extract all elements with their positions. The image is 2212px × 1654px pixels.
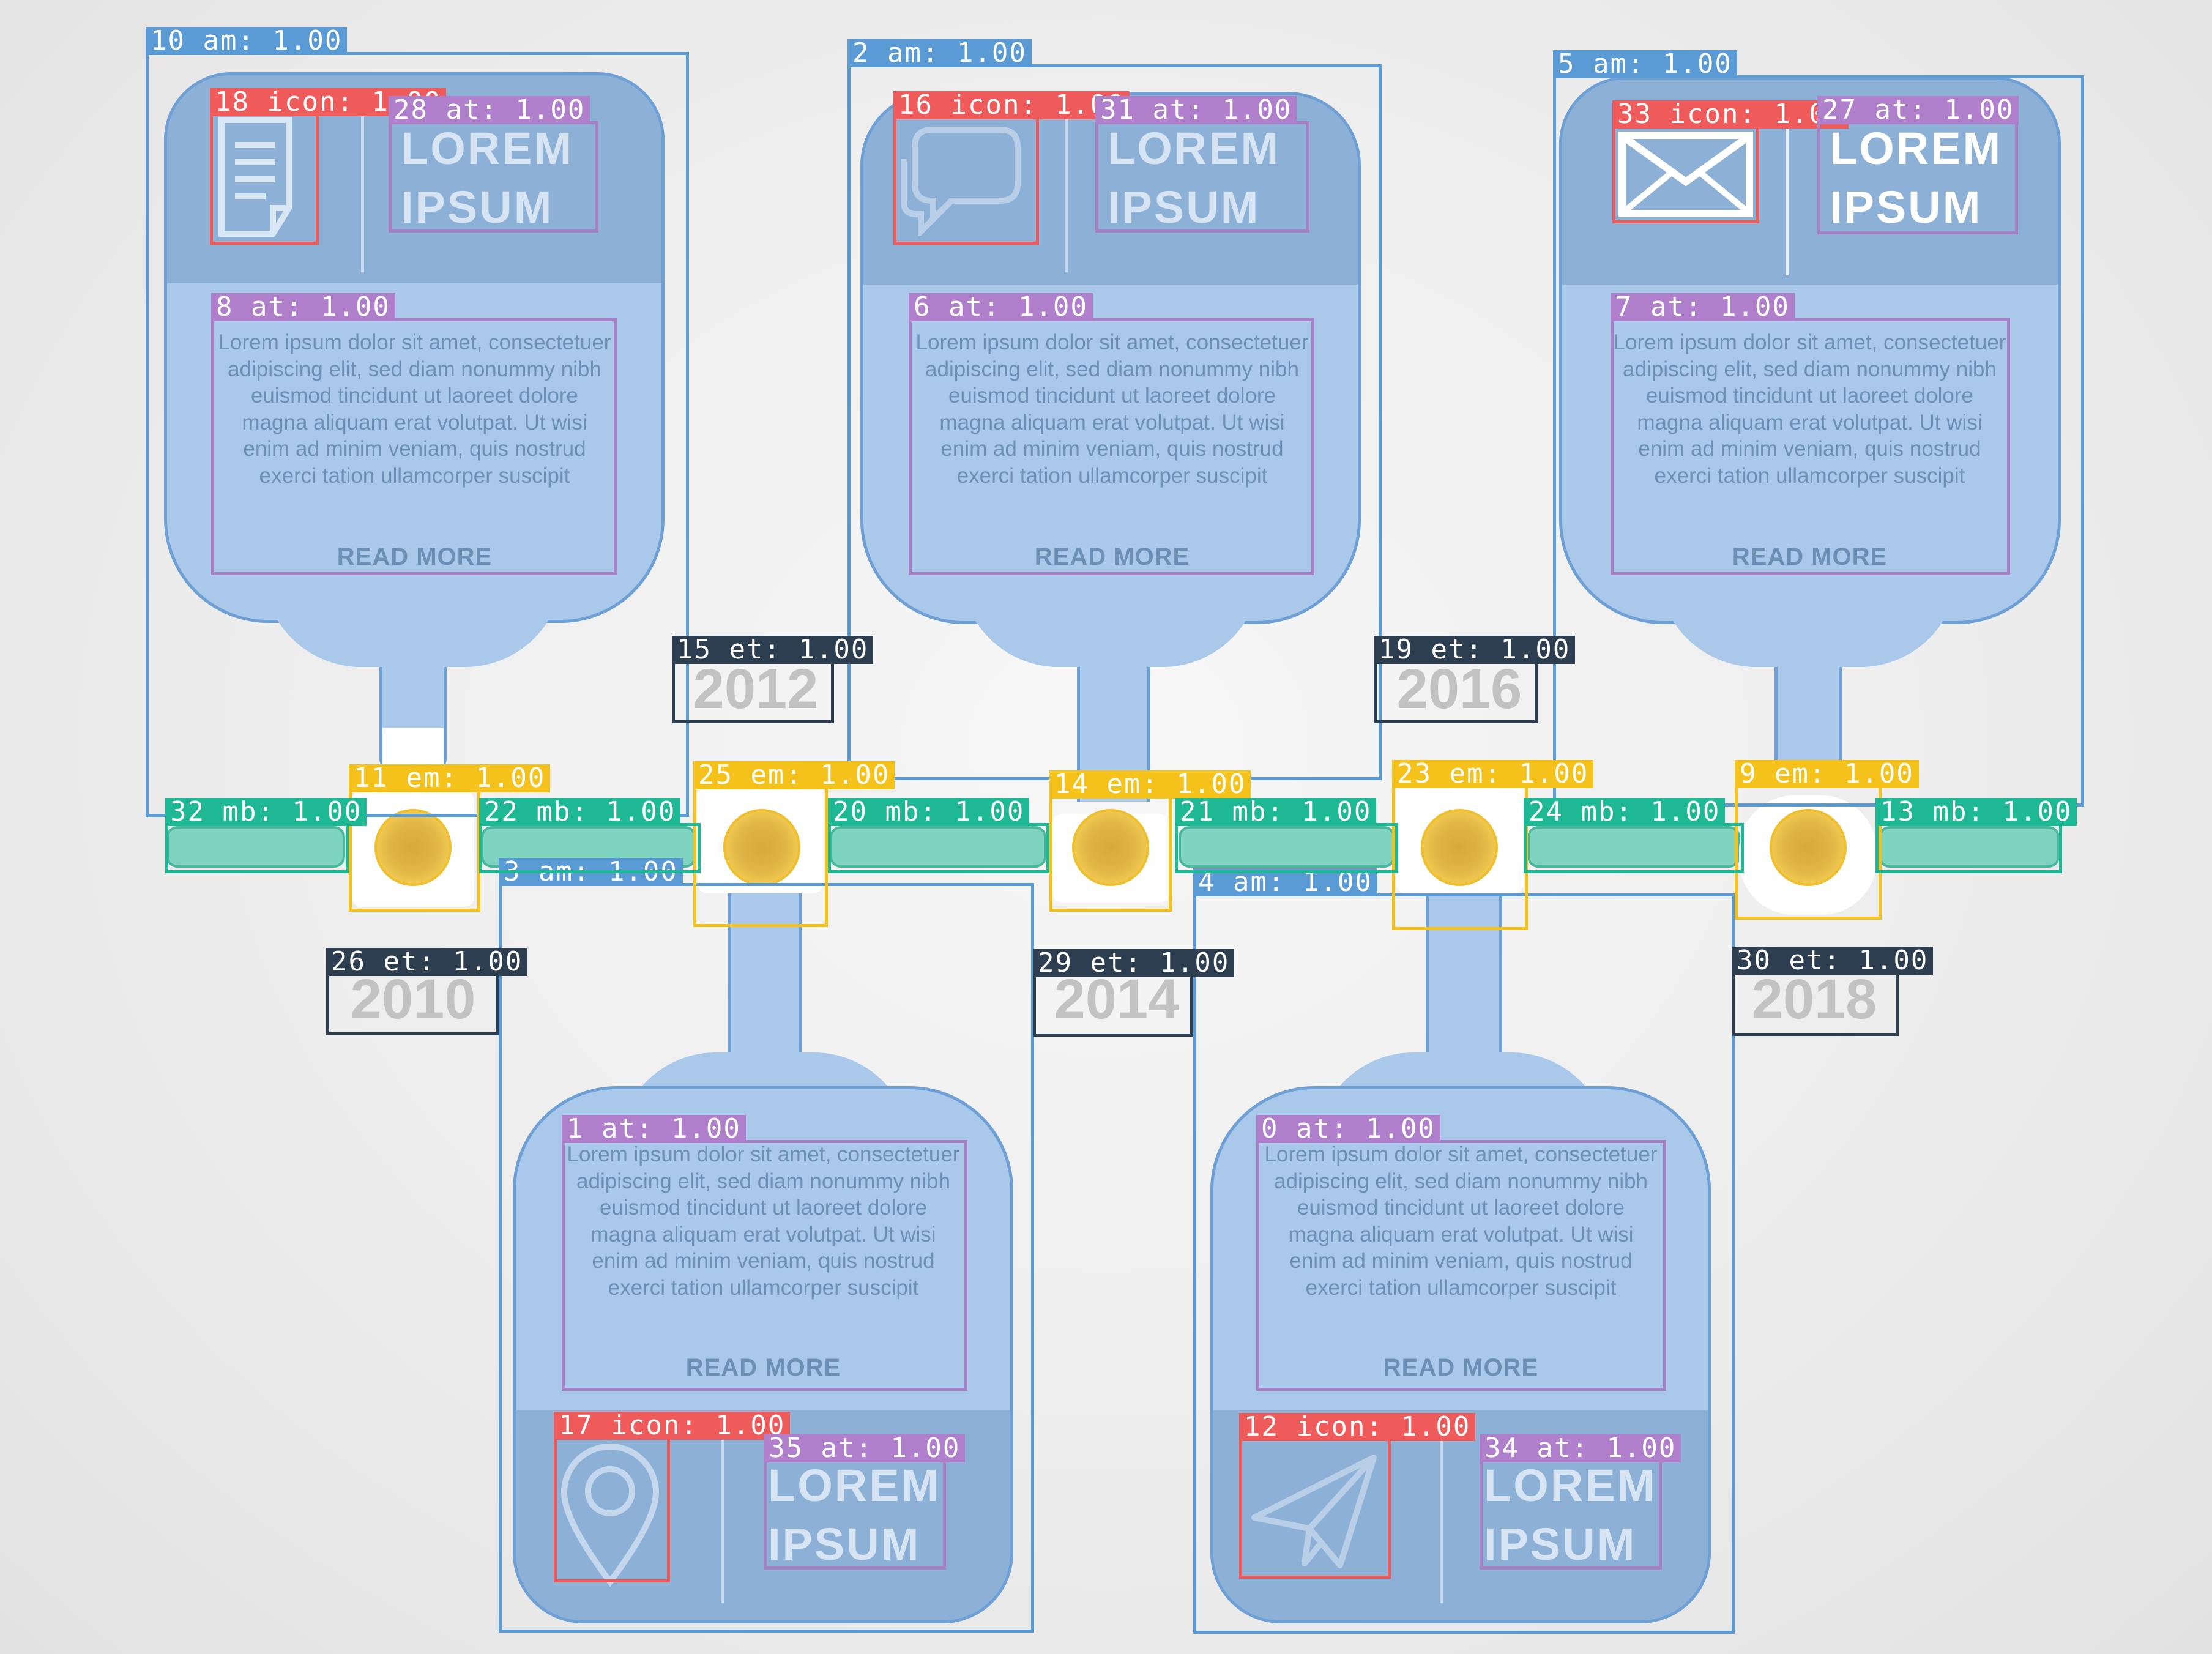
detection-label-11: 11 em: 1.00 <box>349 764 551 792</box>
card-2014-divider <box>1065 116 1068 272</box>
card-2016-title-line2: IPSUM <box>1484 1519 1637 1570</box>
card-2010-divider <box>361 116 364 272</box>
timeline-node-2016[interactable] <box>1421 809 1498 886</box>
detection-label-4: 4 am: 1.00 <box>1193 868 1377 896</box>
year-label-2018: 2018 <box>1751 968 1877 1030</box>
card-2010-read-more[interactable]: READ MORE <box>337 543 493 570</box>
timeline-track-segment-6 <box>1879 826 2060 868</box>
card-2018-title: LOREM IPSUM <box>1830 119 2025 237</box>
timeline-node-2018[interactable] <box>1770 809 1847 886</box>
card-2014-title-line2: IPSUM <box>1108 182 1261 233</box>
card-2010-shoulder <box>263 569 563 667</box>
detection-label-10: 10 am: 1.00 <box>146 27 348 55</box>
timeline-node-2010[interactable] <box>374 809 452 886</box>
timeline-track-segment-5 <box>1527 826 1740 868</box>
card-2010-title: LOREM IPSUM <box>401 119 597 237</box>
detection-label-20: 20 mb: 1.00 <box>828 798 1030 826</box>
year-label-2014: 2014 <box>1054 968 1180 1030</box>
timeline-node-2012[interactable] <box>723 809 800 886</box>
card-2010-body: Lorem ipsum dolor sit amet, consectetuer… <box>218 330 611 488</box>
detection-label-2: 2 am: 1.00 <box>847 39 1032 67</box>
card-2012-title-line2: IPSUM <box>768 1519 921 1570</box>
card-2016-title-line1: LOREM <box>1484 1460 1657 1511</box>
document-icon <box>214 116 312 239</box>
paper-plane-icon <box>1248 1450 1383 1573</box>
detection-label-21: 21 mb: 1.00 <box>1175 798 1377 826</box>
chat-bubbles-icon <box>896 122 1031 236</box>
card-2018-shoulder <box>1658 569 1958 667</box>
card-2018-body: Lorem ipsum dolor sit amet, consectetuer… <box>1613 330 2006 488</box>
card-2014-header <box>863 95 1358 285</box>
card-2014-body: Lorem ipsum dolor sit amet, consectetuer… <box>915 330 1309 488</box>
card-2014-shoulder <box>961 569 1261 667</box>
card-2010-neck-white <box>382 728 444 777</box>
card-2012-body: Lorem ipsum dolor sit amet, consectetuer… <box>567 1142 960 1300</box>
detection-label-24: 24 mb: 1.00 <box>1524 798 1726 826</box>
timeline-node-2014[interactable] <box>1072 809 1149 886</box>
detection-label-5: 5 am: 1.00 <box>1553 50 1737 78</box>
year-label-2012: 2012 <box>693 658 819 720</box>
card-2012-divider <box>721 1432 724 1603</box>
location-pin-icon <box>557 1441 664 1588</box>
envelope-icon <box>1618 132 1753 217</box>
timeline-track-segment-4 <box>1179 826 1395 868</box>
timeline-track-segment-1 <box>166 826 345 868</box>
card-2014-title-line1: LOREM <box>1108 123 1281 174</box>
detection-label-13: 13 mb: 1.00 <box>1875 798 2077 826</box>
card-2016-title: LOREM IPSUM <box>1484 1456 1680 1574</box>
card-2014-title: LOREM IPSUM <box>1108 119 1303 237</box>
card-2016-read-more[interactable]: READ MORE <box>1383 1354 1539 1381</box>
card-2012-read-more[interactable]: READ MORE <box>685 1354 841 1381</box>
year-label-2010: 2010 <box>350 968 476 1030</box>
detection-label-22: 22 mb: 1.00 <box>479 798 681 826</box>
timeline-track-segment-3 <box>830 826 1046 868</box>
card-2018-title-line1: LOREM <box>1830 123 2003 174</box>
card-2018-read-more[interactable]: READ MORE <box>1732 543 1888 570</box>
detection-label-32: 32 mb: 1.00 <box>165 798 367 826</box>
card-2010-title-line2: IPSUM <box>401 182 554 233</box>
card-2012-title: LOREM IPSUM <box>768 1456 964 1574</box>
year-label-2016: 2016 <box>1396 658 1522 720</box>
card-2012-title-line1: LOREM <box>768 1460 941 1511</box>
detection-label-25: 25 em: 1.00 <box>693 761 895 789</box>
timeline-track-segment-2 <box>481 826 696 868</box>
card-2010-title-line1: LOREM <box>401 123 574 174</box>
card-2016-divider <box>1440 1432 1443 1603</box>
card-2014-read-more[interactable]: READ MORE <box>1034 543 1190 570</box>
card-2016-body: Lorem ipsum dolor sit amet, consectetuer… <box>1264 1142 1658 1300</box>
card-2018-divider <box>1786 116 1789 275</box>
card-2018-title-line2: IPSUM <box>1830 182 1983 233</box>
